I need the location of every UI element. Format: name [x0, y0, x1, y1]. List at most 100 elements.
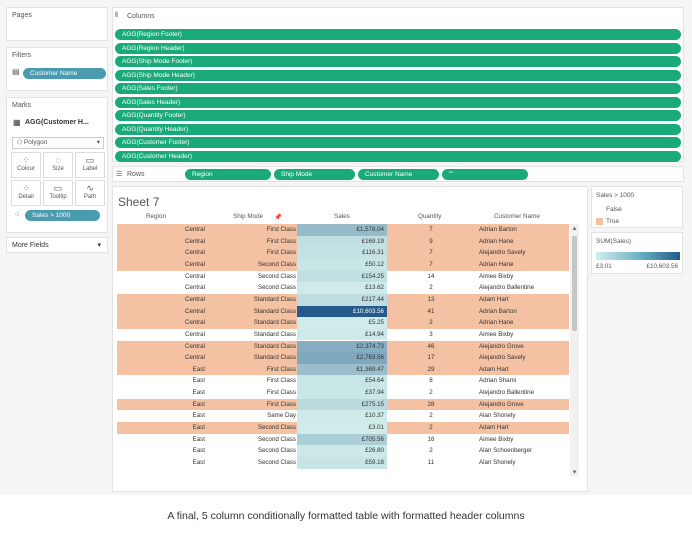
scroll-down-icon[interactable]: ▾: [572, 469, 577, 476]
cell-sales: £154.25: [297, 270, 387, 283]
cell-sales: £50.12: [297, 258, 387, 271]
cell-sales: £2,763.56: [297, 352, 387, 364]
table-row[interactable]: East Second Class £705.56 16 Aimee Bixby: [117, 433, 569, 446]
column-pill[interactable]: AGG(Customer Header): [115, 150, 681, 162]
detail-button[interactable]: ⁘ Detail: [11, 180, 41, 206]
pin-icon: 📌: [274, 214, 282, 221]
cell-region: East: [192, 424, 205, 432]
header-region: Region: [146, 213, 166, 220]
detail-icon: ⁘: [22, 183, 30, 193]
cell-customer-name: Aimee Bixby: [479, 435, 514, 443]
cell-customer-name: Adrian Shami: [479, 377, 517, 385]
filters-title: Filters: [12, 52, 32, 59]
mark-pill-sales-over-1000[interactable]: Sales > 1000: [25, 210, 100, 221]
header-quantity: Quantity: [418, 213, 442, 220]
table-row[interactable]: Central Standard Class £5.25 2 Adrian Hane: [117, 317, 569, 329]
mark-type-value: Polygon: [23, 139, 48, 146]
tableau-workspace: Pages Filters ▤ Customer Name Marks ▦ AG…: [6, 7, 684, 492]
cell-ship-mode: First Class: [266, 389, 296, 397]
cell-sales: £59.18: [297, 457, 387, 469]
column-pill[interactable]: AGG(Sales Header): [115, 96, 681, 108]
row-pill[interactable]: Region: [185, 169, 271, 180]
cell-quantity: 3: [429, 330, 433, 338]
table-row[interactable]: East First Class £275.15 28 Alejandro Grove: [117, 398, 569, 411]
table-row[interactable]: East Second Class £3.01 2 Adam Hart: [117, 422, 569, 434]
column-pill[interactable]: AGG(Region Footer): [115, 29, 681, 40]
table-row[interactable]: Central First Class £116.31 7 Alejandro Save…: [117, 247, 569, 259]
cell-customer-name: Aimee Bixby: [479, 272, 514, 280]
cell-region: East: [192, 389, 205, 397]
cell-sales: £3.01: [297, 422, 387, 434]
table-row[interactable]: East First Class £1,369.47 29 Adam Hart: [117, 363, 569, 376]
size-button[interactable]: ◌ Size: [43, 152, 73, 178]
table-row[interactable]: Central First Class £169.19 9 Adrian Hane: [117, 235, 569, 248]
tooltip-button[interactable]: ▭ Tooltip: [43, 180, 73, 206]
table-row[interactable]: Central Second Class £154.25 14 Aimee Bixby: [117, 270, 569, 283]
table-row[interactable]: Central Standard Class £217.44 13 Adam Hart: [117, 293, 569, 306]
cell-ship-mode: First Class: [266, 365, 296, 373]
columns-label: Columns: [127, 13, 155, 20]
cell-ship-mode: Same Day: [267, 412, 296, 420]
cell-sales: £37.94: [297, 387, 387, 399]
table-row[interactable]: Central Standard Class £2,763.56 17 Alejandr…: [117, 352, 569, 364]
colour-field-icon: ⁘: [14, 210, 21, 219]
cell-ship-mode: Standard Class: [253, 307, 296, 315]
cell-quantity: 2: [429, 284, 433, 292]
scrollbar-thumb[interactable]: [572, 236, 577, 331]
table-row[interactable]: East First Class £54.64 8 Adrian Shami: [117, 375, 569, 388]
rows-label: Rows: [127, 171, 145, 178]
table-row[interactable]: Central Second Class £50.12 7 Adrian Hane: [117, 258, 569, 271]
cell-quantity: 2: [429, 319, 433, 327]
column-pill[interactable]: AGG(Quantity Footer): [115, 110, 681, 121]
table-row[interactable]: Central First Class £1,578.04 7 Adrian Barto…: [117, 224, 569, 236]
column-pill[interactable]: AGG(Quantity Header): [115, 123, 681, 135]
cell-region: Central: [185, 342, 205, 350]
cell-customer-name: Alejandro Savely: [479, 249, 526, 257]
column-pill[interactable]: AGG(Ship Mode Footer): [115, 56, 681, 67]
path-icon: ∿: [86, 183, 94, 193]
row-pill[interactable]: Ship Mode: [274, 169, 355, 180]
marks-card: Marks ▦ AGG(Customer H... ⬠ Polygon ▾ ⁘ C…: [6, 97, 108, 233]
cell-sales: £169.19: [297, 235, 387, 248]
table-row[interactable]: East First Class £37.94 2 Alejandro Ballenti…: [117, 387, 569, 399]
cell-region: East: [192, 435, 205, 443]
colour-label: Colour: [17, 166, 35, 172]
legend-title: Sales > 1000: [596, 192, 635, 199]
filters-card: Filters ▤ Customer Name: [6, 47, 108, 91]
cell-ship-mode: First Class: [266, 377, 296, 385]
label-button[interactable]: ▭ Label: [75, 152, 105, 178]
cell-region: Central: [185, 319, 205, 327]
cell-quantity: 2: [429, 412, 433, 420]
cell-region: East: [192, 447, 205, 455]
table-row[interactable]: Central Standard Class £10,603.56 41 Adrian …: [117, 305, 569, 318]
filter-pill-customer-name[interactable]: Customer Name: [23, 68, 106, 79]
table-row[interactable]: East Second Class £59.18 11 Alan Shonely: [117, 457, 569, 469]
table-row[interactable]: Central Standard Class £14.94 3 Aimee Bixby: [117, 328, 569, 341]
table-row[interactable]: East Same Day £10.37 2 Alan Shonely: [117, 410, 569, 423]
cell-quantity: 28: [427, 400, 435, 408]
vertical-scrollbar[interactable]: ▴ ▾: [570, 224, 579, 476]
column-pill[interactable]: AGG(Ship Mode Header): [115, 69, 681, 81]
more-fields-card[interactable]: More Fields ▾: [6, 237, 108, 253]
chevron-down-icon: ▾: [97, 242, 101, 249]
cell-quantity: 7: [429, 226, 433, 233]
table-row[interactable]: East Second Class £26.80 2 Alan Schoenberger: [117, 445, 569, 457]
cell-sales: £116.31: [297, 247, 387, 259]
scroll-up-icon[interactable]: ▴: [572, 225, 577, 232]
row-pill[interactable]: "": [442, 169, 528, 180]
column-pill[interactable]: AGG(Sales Footer): [115, 83, 681, 94]
path-label: Path: [83, 194, 97, 200]
cell-quantity: 8: [429, 377, 433, 385]
path-button[interactable]: ∿ Path: [75, 180, 105, 206]
cell-ship-mode: First Class: [266, 249, 296, 257]
colour-button[interactable]: ⁘ Colour: [11, 152, 41, 178]
mark-type-dropdown[interactable]: ⬠ Polygon ▾: [12, 137, 104, 149]
column-pill[interactable]: AGG(Customer Footer): [115, 137, 681, 148]
table-row[interactable]: Central Second Class £13.62 2 Alejandro Ball…: [117, 282, 569, 294]
cell-region: Central: [185, 237, 205, 245]
table-row[interactable]: Central Standard Class £2,374.73 46 Alejandr…: [117, 340, 569, 353]
header-sales: Sales: [334, 213, 350, 220]
cell-region: Central: [185, 354, 205, 362]
column-pill[interactable]: AGG(Region Header): [115, 42, 681, 54]
row-pill[interactable]: Customer Name: [358, 169, 439, 180]
